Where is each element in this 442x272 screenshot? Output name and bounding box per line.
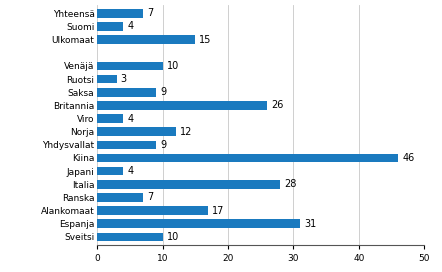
Bar	[97, 193, 143, 202]
Text: 7: 7	[147, 8, 153, 18]
Bar	[97, 206, 209, 215]
Text: 15: 15	[199, 35, 212, 45]
Text: 12: 12	[179, 127, 192, 137]
Bar	[97, 101, 267, 110]
Bar	[97, 180, 280, 188]
Bar	[97, 62, 163, 70]
Bar	[97, 35, 195, 44]
Text: 9: 9	[160, 140, 166, 150]
Text: 10: 10	[167, 61, 179, 71]
Text: 3: 3	[121, 74, 127, 84]
Text: 17: 17	[212, 206, 225, 216]
Bar	[97, 154, 398, 162]
Text: 26: 26	[271, 100, 284, 110]
Bar	[97, 9, 143, 18]
Text: 9: 9	[160, 87, 166, 97]
Bar	[97, 220, 300, 228]
Text: 4: 4	[127, 21, 133, 32]
Bar	[97, 233, 163, 241]
Text: 10: 10	[167, 232, 179, 242]
Text: 7: 7	[147, 193, 153, 202]
Bar	[97, 88, 156, 97]
Text: 4: 4	[127, 166, 133, 176]
Bar	[97, 167, 123, 175]
Text: 4: 4	[127, 113, 133, 123]
Bar	[97, 22, 123, 31]
Bar	[97, 114, 123, 123]
Text: 46: 46	[402, 153, 414, 163]
Bar	[97, 141, 156, 149]
Text: 28: 28	[284, 179, 297, 189]
Bar	[97, 75, 117, 83]
Bar	[97, 127, 176, 136]
Text: 31: 31	[304, 219, 316, 229]
